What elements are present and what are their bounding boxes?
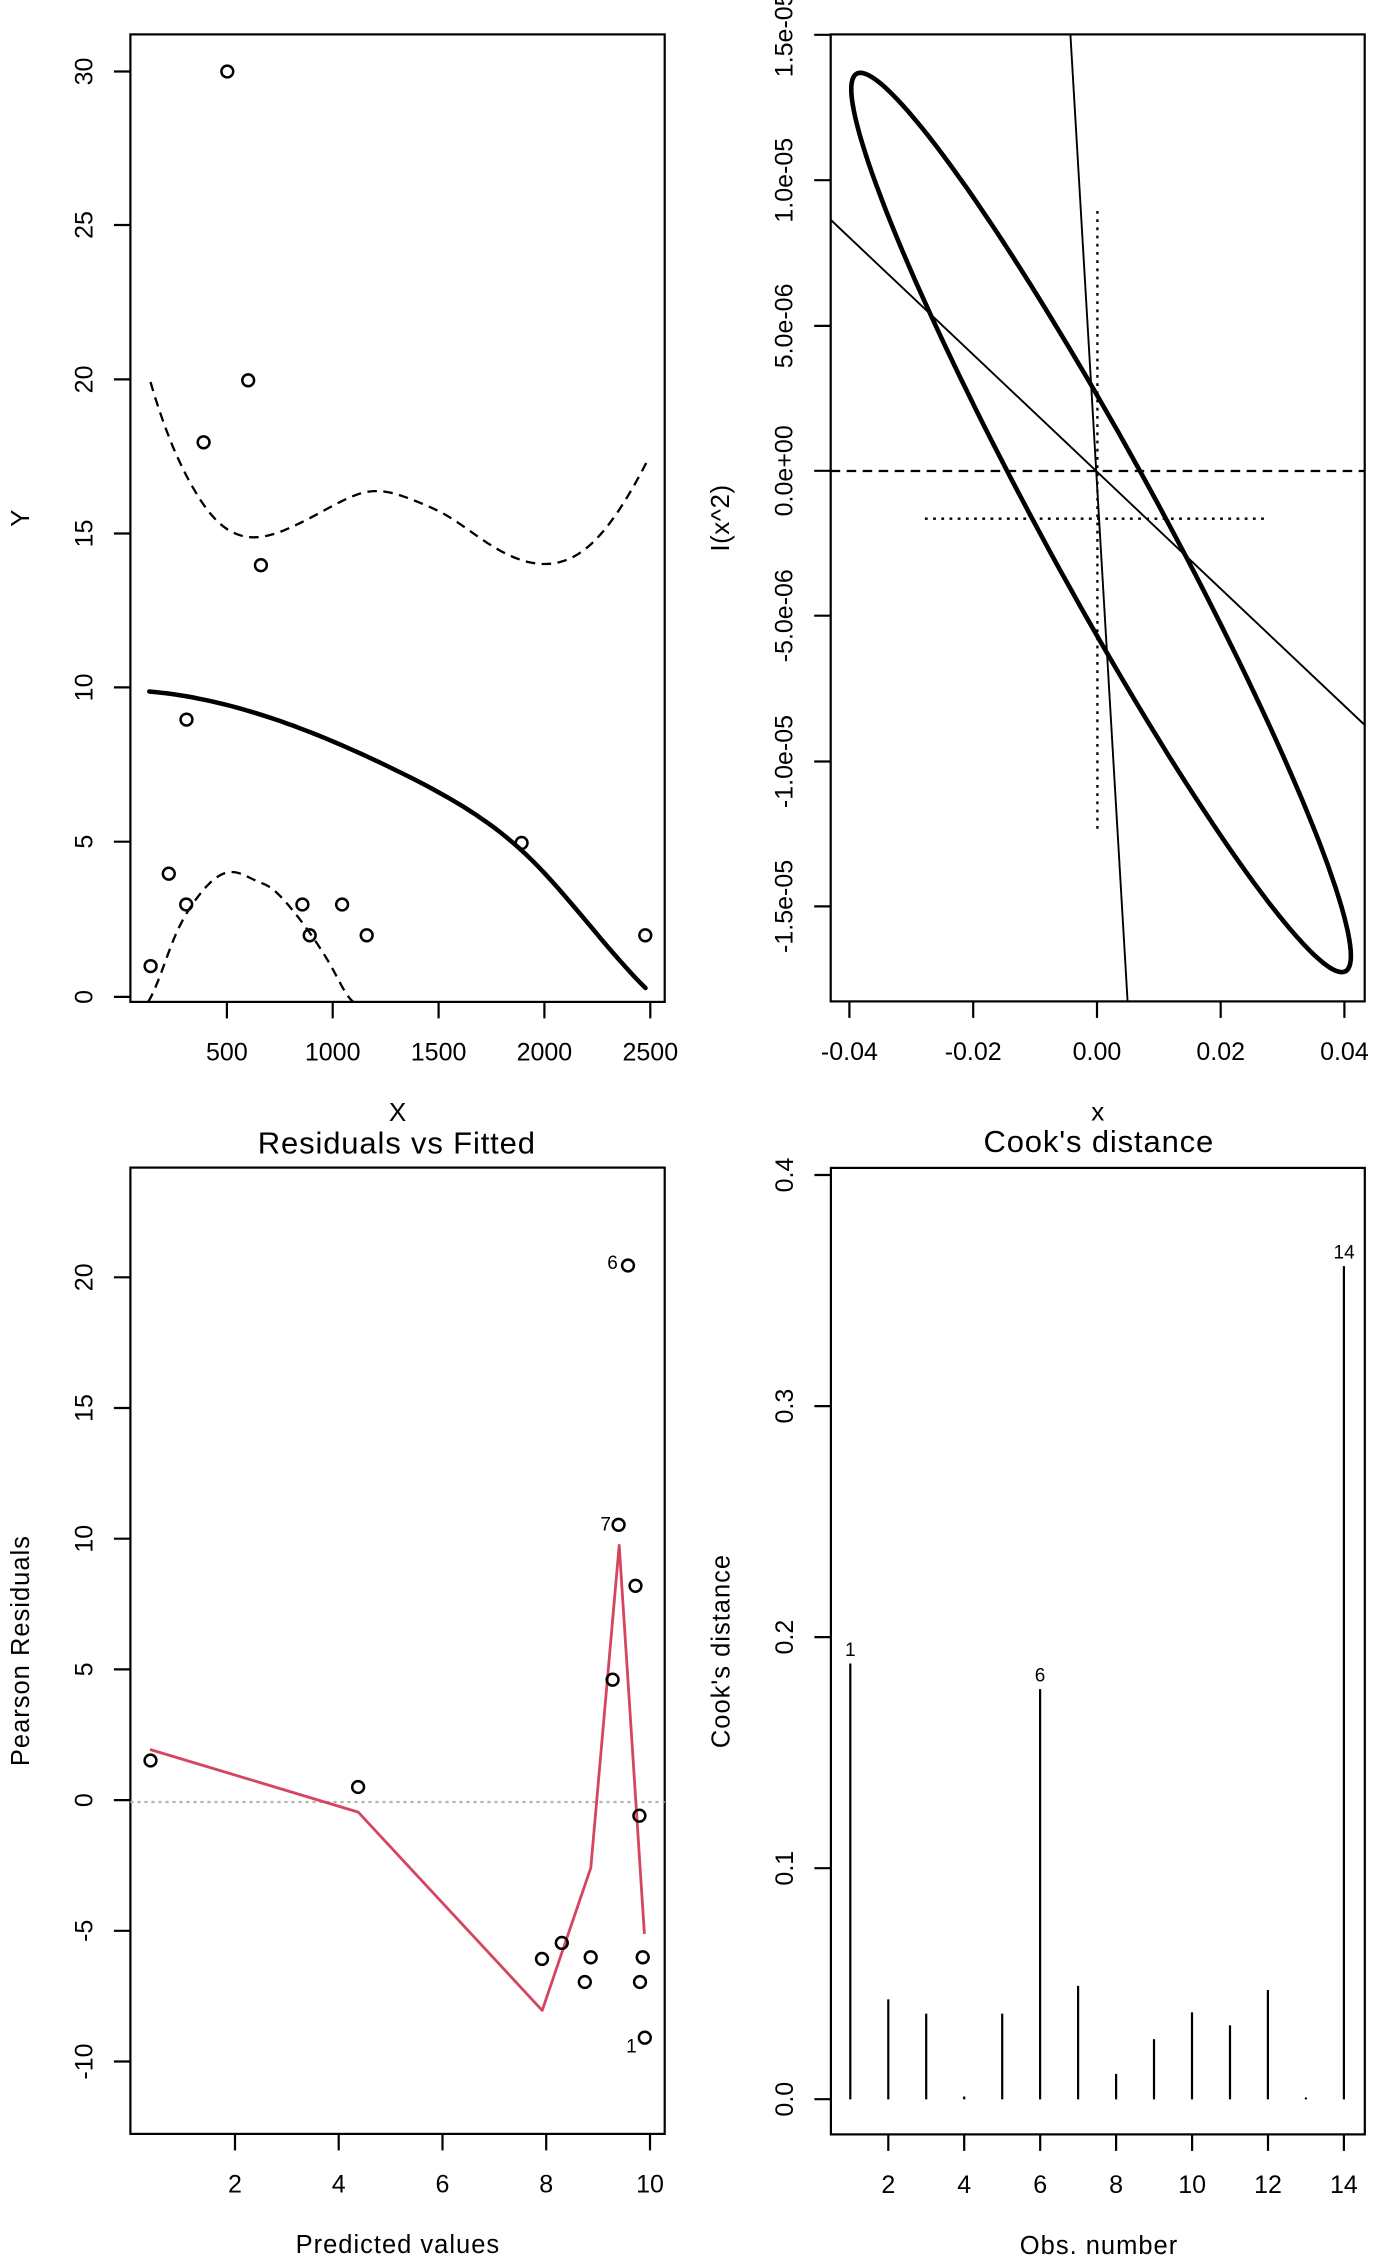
svg-text:6: 6 [1033,2171,1047,2199]
svg-text:1.5e-05: 1.5e-05 [771,0,799,77]
svg-text:-10: -10 [70,2043,98,2079]
svg-text:6: 6 [436,2170,450,2198]
svg-text:Cook's distance: Cook's distance [707,1554,735,1748]
svg-text:0: 0 [70,1793,98,1807]
svg-text:0: 0 [70,990,98,1004]
svg-text:6: 6 [1035,1665,1046,1686]
svg-text:2: 2 [881,2171,895,2199]
svg-text:Predicted values: Predicted values [296,2231,501,2259]
svg-text:-1.0e-05: -1.0e-05 [771,715,799,808]
svg-text:25: 25 [70,211,98,239]
svg-text:10: 10 [636,2170,664,2198]
svg-text:x: x [1091,1096,1104,1126]
svg-text:Residuals vs Fitted: Residuals vs Fitted [258,1126,536,1161]
svg-text:Y: Y [5,510,35,527]
svg-text:5.0e-06: 5.0e-06 [771,284,799,369]
svg-text:8: 8 [539,2170,553,2198]
svg-text:4: 4 [332,2170,346,2198]
svg-text:0.00: 0.00 [1073,1038,1122,1066]
svg-text:0.3: 0.3 [771,1389,799,1424]
svg-text:Cook's distance: Cook's distance [983,1124,1214,1159]
svg-text:10: 10 [1178,2171,1206,2199]
svg-text:0.04: 0.04 [1320,1038,1369,1066]
svg-text:0.1: 0.1 [771,1851,799,1886]
svg-text:6: 6 [607,1253,618,1274]
svg-text:2000: 2000 [517,1038,573,1066]
svg-text:7: 7 [600,1515,611,1536]
svg-text:20: 20 [70,1263,98,1291]
svg-text:15: 15 [70,1394,98,1422]
svg-text:-0.02: -0.02 [945,1038,1002,1066]
svg-text:1.0e-05: 1.0e-05 [771,138,799,223]
svg-text:0.0e+00: 0.0e+00 [771,425,799,516]
svg-text:8: 8 [1109,2171,1123,2199]
svg-text:0.02: 0.02 [1196,1038,1245,1066]
svg-text:-1.5e-05: -1.5e-05 [771,860,799,953]
svg-text:-5: -5 [70,1920,98,1942]
svg-text:5: 5 [70,835,98,849]
svg-text:I(x^2): I(x^2) [705,484,735,551]
svg-text:0.4: 0.4 [771,1158,799,1193]
svg-text:1: 1 [626,2037,637,2058]
svg-text:1: 1 [845,1640,856,1661]
svg-text:Pearson Residuals: Pearson Residuals [7,1535,35,1766]
svg-text:-0.04: -0.04 [821,1038,878,1066]
svg-text:30: 30 [70,58,98,86]
svg-text:Obs. number: Obs. number [1020,2232,1178,2260]
svg-text:2: 2 [228,2170,242,2198]
svg-text:1000: 1000 [305,1038,361,1066]
svg-text:14: 14 [1334,1242,1356,1263]
svg-text:0.0: 0.0 [771,2082,799,2117]
svg-text:15: 15 [70,520,98,548]
svg-text:0.2: 0.2 [771,1620,799,1655]
svg-text:12: 12 [1254,2171,1282,2199]
svg-text:2500: 2500 [622,1038,678,1066]
svg-text:14: 14 [1330,2171,1358,2199]
svg-text:20: 20 [70,365,98,393]
svg-text:4: 4 [957,2171,971,2199]
svg-text:1500: 1500 [411,1038,467,1066]
svg-text:10: 10 [70,673,98,701]
svg-text:5: 5 [70,1662,98,1676]
svg-text:-5.0e-06: -5.0e-06 [771,569,799,662]
svg-text:500: 500 [206,1038,248,1066]
svg-text:10: 10 [70,1525,98,1553]
svg-text:X: X [389,1097,406,1127]
